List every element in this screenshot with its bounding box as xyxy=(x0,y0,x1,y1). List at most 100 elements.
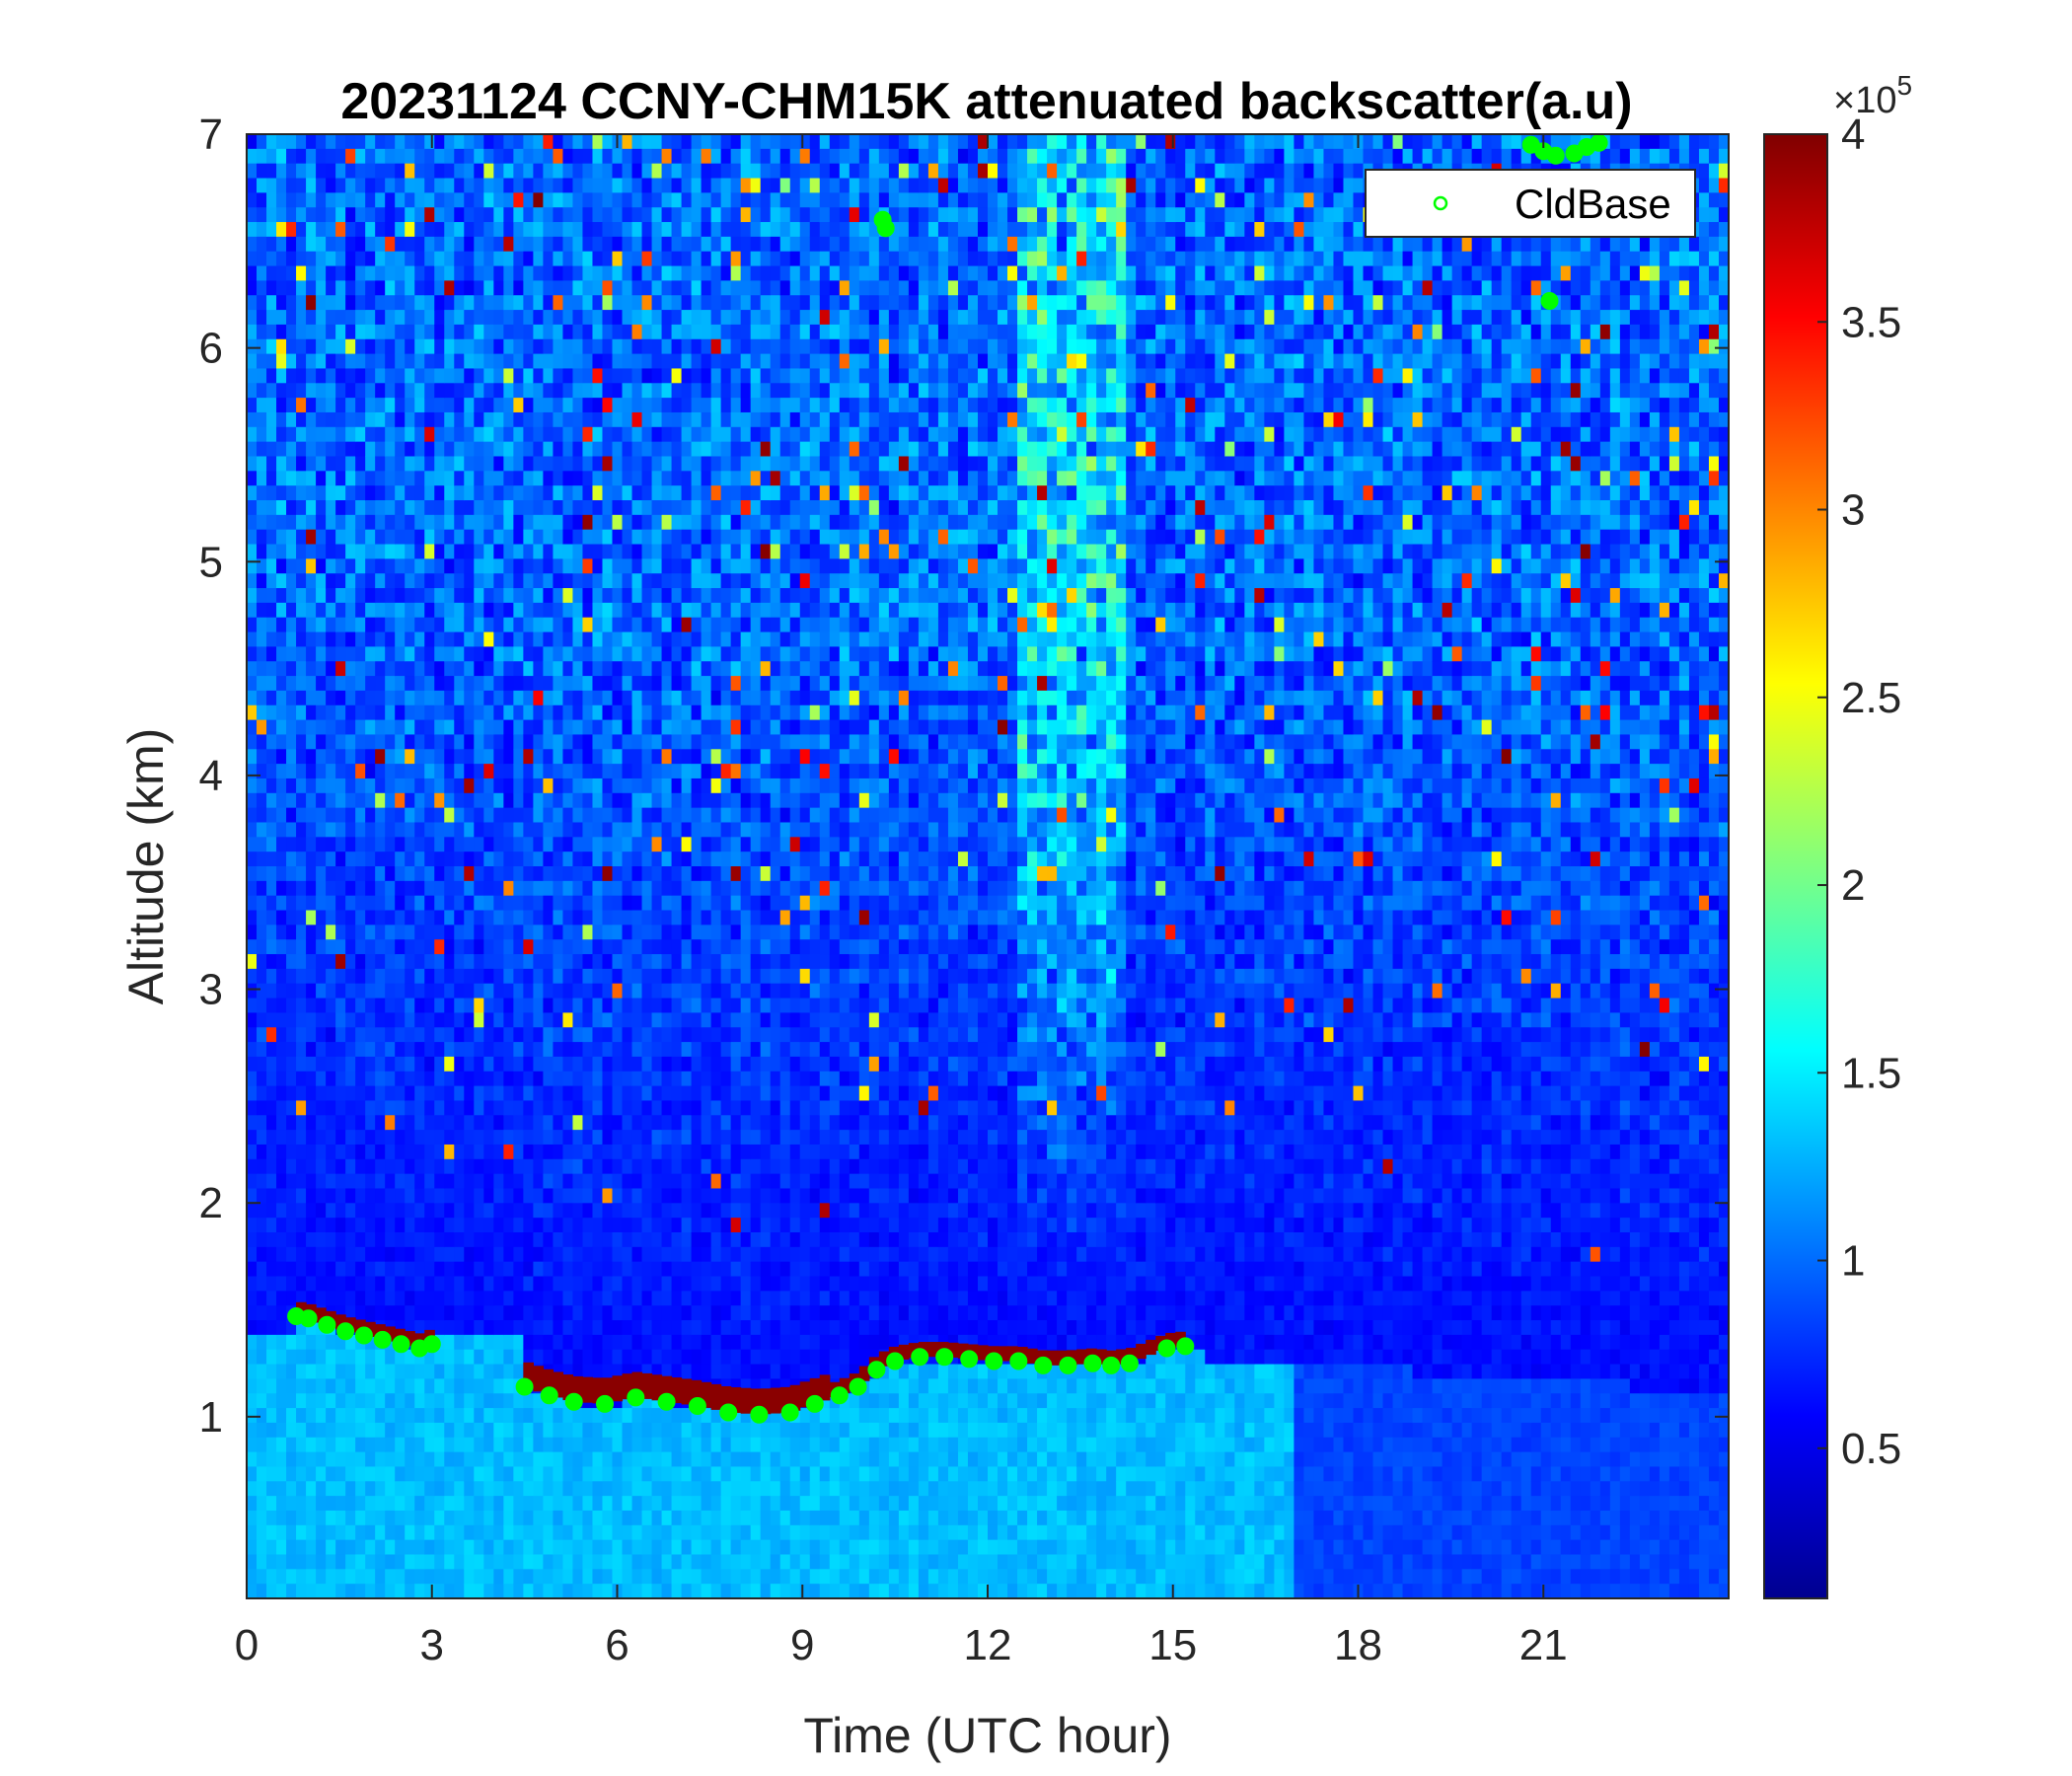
heatmap-cell xyxy=(602,1072,613,1086)
heatmap-cell xyxy=(405,1115,415,1130)
heatmap-cell xyxy=(266,734,277,749)
heatmap-cell xyxy=(414,1320,425,1335)
heatmap-cell xyxy=(316,1481,327,1496)
heatmap-cell xyxy=(296,911,307,925)
heatmap-cell xyxy=(464,705,475,720)
heatmap-cell xyxy=(672,1511,683,1525)
heatmap-cell xyxy=(503,837,514,851)
heatmap-cell xyxy=(483,705,494,720)
heatmap-cell xyxy=(682,793,693,808)
heatmap-cell xyxy=(365,837,376,851)
heatmap-cell xyxy=(434,911,445,925)
heatmap-cell xyxy=(385,1115,396,1130)
heatmap-cell xyxy=(612,1525,623,1540)
heatmap-cell xyxy=(395,398,406,412)
heatmap-cell xyxy=(652,310,663,325)
heatmap-cell xyxy=(464,1130,475,1145)
heatmap-cell xyxy=(365,1438,376,1452)
heatmap-cell xyxy=(424,793,435,808)
heatmap-cell xyxy=(345,969,356,984)
heatmap-cell xyxy=(316,325,327,339)
heatmap-cell xyxy=(474,1100,484,1115)
heatmap-cell xyxy=(662,1511,673,1525)
heatmap-cell xyxy=(503,280,514,295)
heatmap-cell xyxy=(434,1086,445,1101)
heatmap-cell xyxy=(632,1262,643,1277)
heatmap-cell xyxy=(632,764,643,778)
heatmap-cell xyxy=(276,1100,287,1115)
heatmap-cell xyxy=(582,310,593,325)
heatmap-cell xyxy=(395,705,406,720)
heatmap-cell xyxy=(444,1072,455,1086)
heatmap-cell xyxy=(316,383,327,398)
heatmap-cell xyxy=(355,851,366,866)
heatmap-cell xyxy=(513,866,524,881)
heatmap-cell xyxy=(493,1115,504,1130)
heatmap-cell xyxy=(572,999,583,1013)
heatmap-cell xyxy=(562,925,573,939)
heatmap-cell xyxy=(632,588,643,603)
heatmap-cell xyxy=(355,1145,366,1159)
heatmap-cell xyxy=(513,1335,524,1350)
heatmap-cell xyxy=(257,1408,267,1423)
heatmap-cell xyxy=(434,691,445,705)
heatmap-cell xyxy=(335,149,346,164)
heatmap-cell xyxy=(562,999,573,1013)
heatmap-cell xyxy=(562,192,573,207)
heatmap-cell xyxy=(632,778,643,793)
heatmap-cell xyxy=(296,1423,307,1438)
heatmap-cell xyxy=(543,691,554,705)
heatmap-cell xyxy=(662,1188,673,1203)
heatmap-cell xyxy=(483,1145,494,1159)
heatmap-cell xyxy=(247,471,258,485)
heatmap-cell xyxy=(306,1262,317,1277)
heatmap-cell xyxy=(592,1350,603,1365)
heatmap-cell xyxy=(662,1291,673,1305)
heatmap-cell xyxy=(326,515,336,530)
heatmap-cell xyxy=(602,866,613,881)
heatmap-cell xyxy=(434,1305,445,1320)
heatmap-cell xyxy=(612,1159,623,1174)
heatmap-cell xyxy=(257,1378,267,1393)
heatmap-cell xyxy=(257,1481,267,1496)
heatmap-cell xyxy=(702,969,712,984)
heatmap-cell xyxy=(632,354,643,369)
heatmap-cell xyxy=(523,1218,534,1232)
heatmap-cell xyxy=(692,1174,703,1189)
heatmap-cell xyxy=(662,925,673,939)
heatmap-cell xyxy=(306,632,317,647)
heatmap-cell xyxy=(266,456,277,471)
heatmap-cell xyxy=(562,954,573,969)
heatmap-cell xyxy=(672,837,683,851)
heatmap-cell xyxy=(682,720,693,735)
heatmap-cell xyxy=(483,1496,494,1511)
heatmap-cell xyxy=(503,1511,514,1525)
heatmap-cell xyxy=(276,1072,287,1086)
heatmap-cell xyxy=(385,1203,396,1218)
heatmap-cell xyxy=(286,646,297,661)
heatmap-cell xyxy=(286,1452,297,1467)
heatmap-cell xyxy=(623,939,633,954)
heatmap-cell xyxy=(562,1481,573,1496)
heatmap-cell xyxy=(454,207,465,222)
heatmap-cell xyxy=(692,632,703,647)
heatmap-cell xyxy=(612,383,623,398)
heatmap-cell xyxy=(582,515,593,530)
heatmap-cell xyxy=(286,1393,297,1408)
heatmap-cell xyxy=(682,1042,693,1057)
heatmap-cell xyxy=(464,1277,475,1292)
heatmap-cell xyxy=(602,1496,613,1511)
heatmap-cell xyxy=(642,558,653,573)
heatmap-cell xyxy=(395,1072,406,1086)
heatmap-cell xyxy=(424,603,435,618)
heatmap-cell xyxy=(612,310,623,325)
heatmap-cell xyxy=(296,237,307,252)
heatmap-cell xyxy=(592,1072,603,1086)
heatmap-cell xyxy=(553,1466,563,1481)
heatmap-cell xyxy=(523,295,534,310)
heatmap-cell xyxy=(612,632,623,647)
heatmap-cell xyxy=(533,558,544,573)
heatmap-cell xyxy=(721,500,732,515)
heatmap-cell xyxy=(405,1159,415,1174)
heatmap-cell xyxy=(602,925,613,939)
